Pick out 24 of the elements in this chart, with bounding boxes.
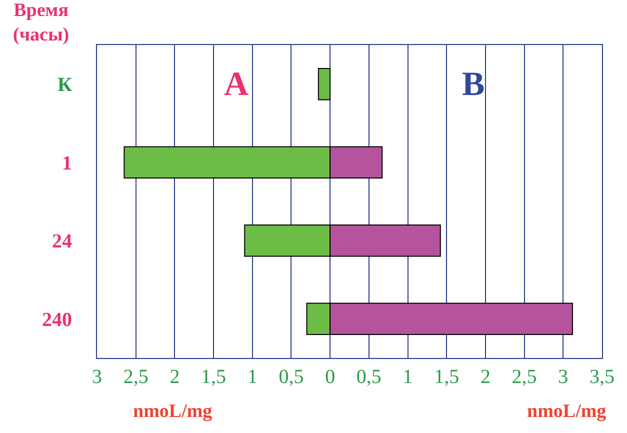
y-tick-label: К xyxy=(57,74,72,96)
x-tick-label: 2,5 xyxy=(123,366,148,388)
y-tick-label: 24 xyxy=(52,230,72,253)
y-axis-title: Время (часы) xyxy=(13,0,70,46)
bar xyxy=(318,68,331,100)
x-tick-label: 1 xyxy=(402,366,413,388)
x-tick-label: 3,5 xyxy=(590,366,614,388)
x-tick-label: 2 xyxy=(480,366,490,388)
text: nmoL/mg xyxy=(527,401,607,422)
y-tick-label: 1 xyxy=(62,152,72,174)
text: nmoL/mg xyxy=(133,401,213,422)
series-label: A xyxy=(224,66,249,103)
x-tick-label: 3 xyxy=(558,366,568,388)
text: B xyxy=(462,66,485,103)
x-tick-label: 2 xyxy=(170,366,180,388)
x-tick-label: 2,5 xyxy=(512,366,537,388)
x-tick-label: 0,5 xyxy=(356,366,382,388)
y-tick-label: 240 xyxy=(42,308,72,331)
x-tick-label: 1,5 xyxy=(434,366,460,388)
x-tick-label: 1 xyxy=(247,366,258,388)
x-tick-label: 1,5 xyxy=(201,366,226,388)
x-tick-label: 0 xyxy=(325,366,336,388)
x-tick-label: 0,5 xyxy=(278,366,304,388)
x-tick-label: 3 xyxy=(92,366,102,388)
